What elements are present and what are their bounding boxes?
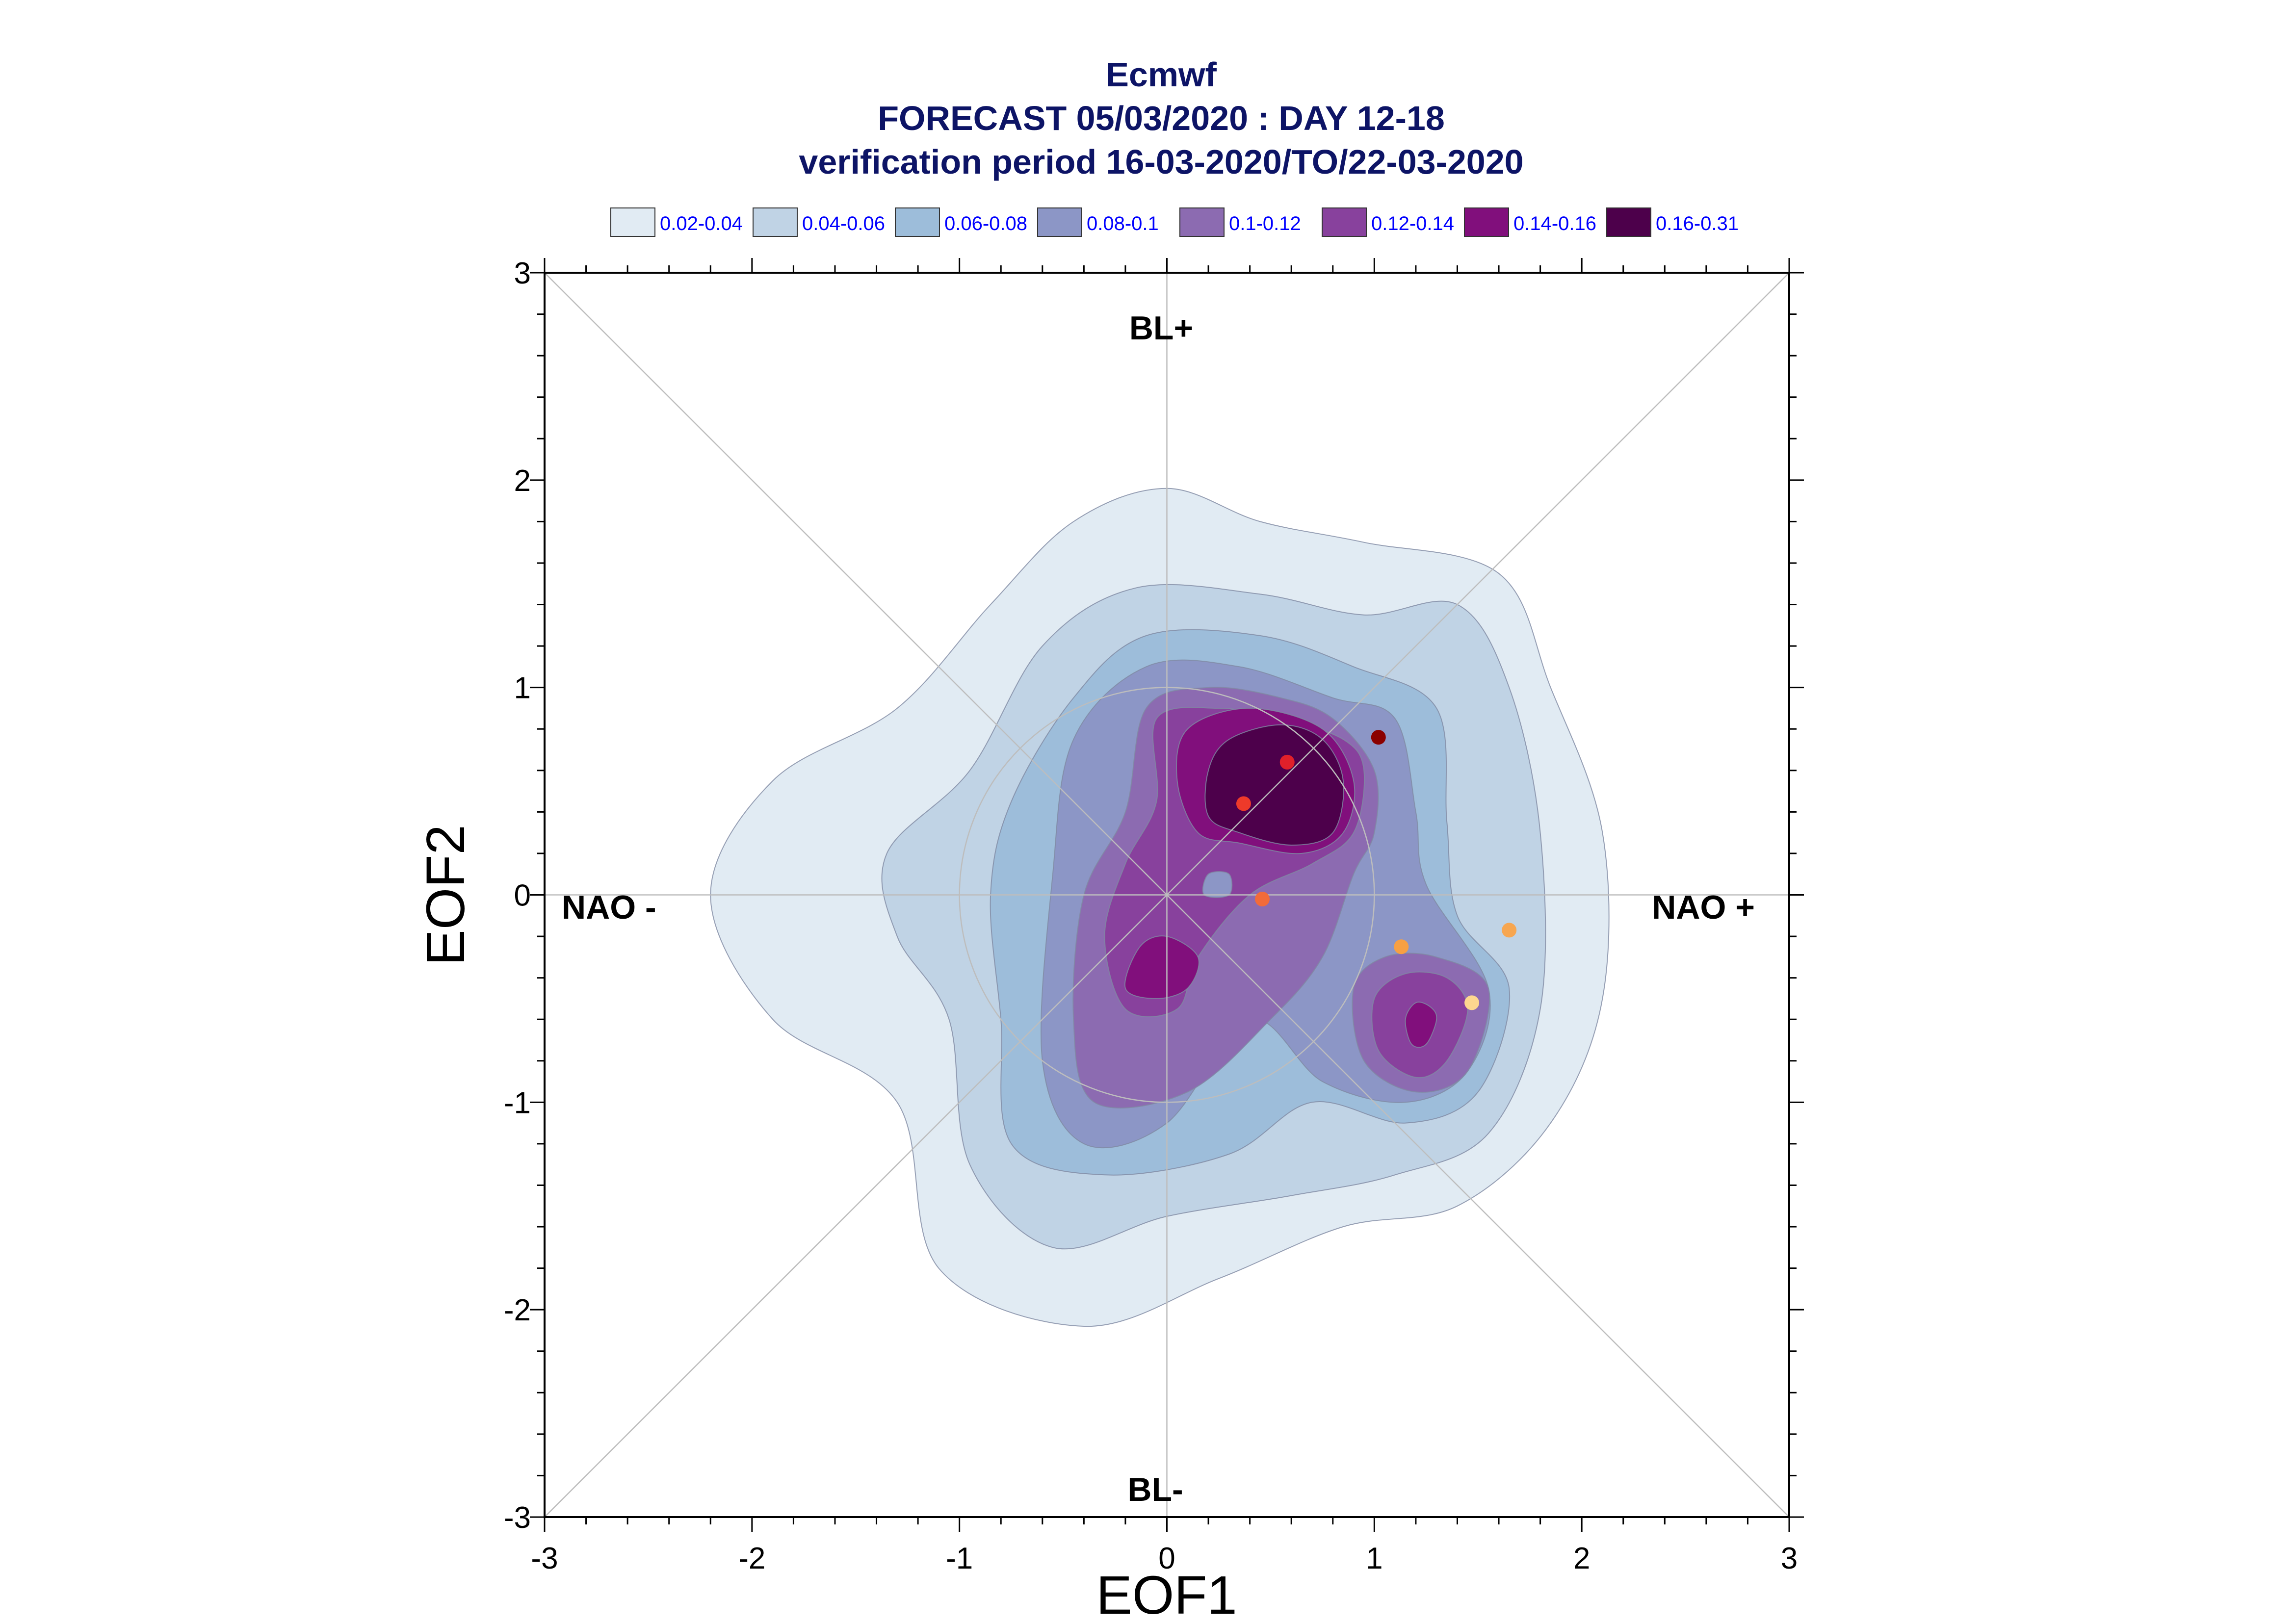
y-tick-label: -3 [504,1501,531,1535]
density-contours [710,488,1610,1327]
plot-area: -3 -2 -1 0 1 2 3 -3 -2 -1 0 1 2 3 BL+ BL- NAO - NAO + [504,257,1804,1575]
legend-swatch-overlay-6 [1322,207,1367,237]
legend-label-6: 0.12-0.14 [1371,213,1454,234]
density-secondary-contour-3 [1405,1002,1437,1048]
x-axis-label: EOF1 [1096,1565,1237,1624]
legend-label-2: 0.04-0.06 [802,213,885,234]
legend-swatch-1 [610,207,655,237]
density-contour-8 [1204,724,1344,846]
region-label-bl-minus: BL- [1127,1471,1183,1508]
chart-legend: 0.02-0.04 0.04-0.06 0.06-0.08 0.08-0.1 0.1-0… [610,207,1739,237]
y-tick-label: 2 [514,464,531,498]
x-tick-label: -2 [738,1542,765,1575]
x-tick-label: -3 [531,1542,558,1575]
chart-titles: Ecmwf FORECAST 05/03/2020 : DAY 12-18 ve… [799,55,1523,181]
member-point-5 [1394,939,1409,954]
region-label-nao-plus: NAO + [1652,889,1755,926]
member-points [1236,730,1517,1010]
member-point-4 [1255,891,1270,906]
chart-title-line2: FORECAST 05/03/2020 : DAY 12-18 [878,99,1445,137]
y-tick-label: -2 [504,1293,531,1327]
density-secondary-contour-5 [1202,871,1233,898]
legend-swatch-overlay-3 [895,207,940,237]
x-tick-label: 1 [1366,1542,1382,1575]
guide-lines [545,273,1789,1517]
y-tick-label: -1 [504,1086,531,1120]
x-tick-label: 0 [1158,1542,1175,1575]
legend-label-4: 0.08-0.1 [1087,213,1159,234]
legend-swatch-overlay-2 [753,207,798,237]
unit-circle [959,687,1375,1103]
y-tick-label: 1 [514,671,531,705]
member-point-1 [1371,730,1386,745]
region-label-bl-plus: BL+ [1129,309,1193,347]
member-point-3 [1236,796,1251,811]
legend-label-7: 0.14-0.16 [1513,213,1596,234]
legend-label-1: 0.02-0.04 [660,213,743,234]
legend-swatch-overlay-7 [1464,207,1509,237]
region-labels: BL+ BL- NAO - NAO + [562,309,1755,1508]
region-label-nao-minus: NAO - [562,889,656,926]
y-tick-label: 3 [514,257,531,290]
legend-swatch-overlay-5 [1179,207,1225,237]
legend-swatch-overlay-4 [1037,207,1082,237]
member-point-7 [1464,995,1480,1010]
y-tick-label: 0 [514,879,531,913]
x-tick-label: -1 [946,1542,973,1575]
legend-label-5: 0.1-0.12 [1229,213,1301,234]
legend-label-3: 0.06-0.08 [944,213,1027,234]
member-point-6 [1502,923,1517,938]
x-tick-label: 2 [1573,1542,1590,1575]
legend-label-8: 0.16-0.31 [1656,213,1739,234]
member-point-2 [1279,754,1295,770]
legend-swatch-overlay-8 [1606,207,1651,237]
y-axis-label: EOF2 [416,825,476,965]
x-tick-label: 3 [1781,1542,1798,1575]
chart-title-line3: verification period 16-03-2020/TO/22-03-… [799,143,1523,181]
chart-title-line1: Ecmwf [1106,55,1217,94]
axis-ticks: -3 -2 -1 0 1 2 3 -3 -2 -1 0 1 2 3 [504,257,1804,1575]
